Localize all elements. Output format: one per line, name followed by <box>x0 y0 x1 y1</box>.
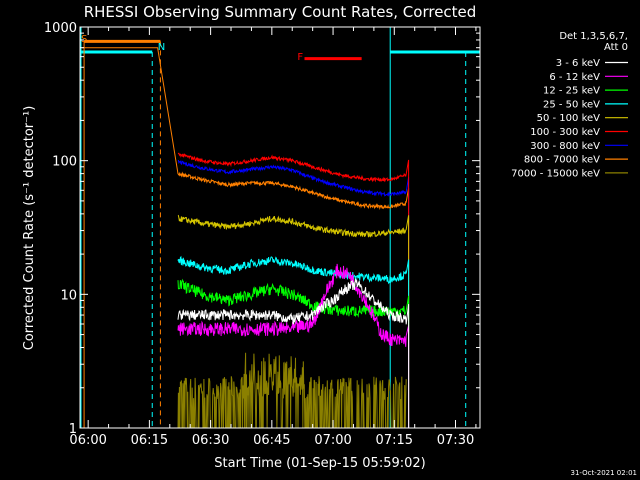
legend-entry-label: 300 - 800 keV <box>530 141 600 152</box>
legend: Det 1,3,5,6,7,Att 0 3 - 6 keV 6 - 12 keV 12… <box>511 31 628 179</box>
x-tick-label: 07:30 <box>437 433 474 448</box>
legend-entry-label: 7000 - 15000 keV <box>511 168 600 179</box>
legend-entry-label: 6 - 12 keV <box>549 72 600 83</box>
legend-entry-label: 25 - 50 keV <box>543 99 600 110</box>
chart-title: RHESSI Observing Summary Count Rates, Co… <box>84 3 477 21</box>
annotation-s: S <box>81 34 87 45</box>
y-tick-label: 1000 <box>44 21 77 36</box>
x-tick-label: 06:45 <box>253 433 290 448</box>
plot-area: S N F 06:00 06:15 06:30 06:45 07:00 07:15 07:30 1 1… <box>44 21 480 448</box>
y-tick-label: 1 <box>69 422 77 437</box>
legend-header: Att 0 <box>604 42 628 53</box>
legend-entry-label: 100 - 300 keV <box>530 127 600 138</box>
legend-entry-label: 12 - 25 keV <box>543 86 600 97</box>
annotation-n: N <box>158 42 165 53</box>
legend-entry-label: 3 - 6 keV <box>556 58 600 69</box>
x-tick-label: 06:30 <box>192 433 229 448</box>
x-tick-label: 06:00 <box>69 433 106 448</box>
plot-frame <box>79 26 481 429</box>
series-25-50-kev-trace <box>177 255 410 428</box>
x-tick-label: 07:15 <box>376 433 413 448</box>
legend-header: Det 1,3,5,6,7, <box>559 31 628 42</box>
legend-entry-label: 50 - 100 keV <box>537 113 601 124</box>
series-50-100-kev-trace <box>177 214 410 428</box>
y-tick-label: 100 <box>52 155 77 170</box>
y-tick-label: 10 <box>60 288 77 303</box>
series-300-800-kev-trace <box>177 159 410 428</box>
series-3-6-kev-trace <box>177 277 410 428</box>
legend-entry-label: 800 - 7000 keV <box>524 155 600 166</box>
footer-timestamp: 31-Oct-2021 02:01 <box>571 469 637 477</box>
x-tick-label: 07:00 <box>314 433 351 448</box>
x-tick-label: 06:15 <box>131 433 168 448</box>
series-800-7000-kev-trace <box>82 47 410 428</box>
y-axis-label: Corrected Count Rate (s⁻¹ detector⁻¹) <box>22 106 37 351</box>
series-100-300-kev-trace <box>177 152 410 428</box>
series-12-25-kev-trace <box>177 278 410 428</box>
annotation-f: F <box>297 52 303 63</box>
x-axis-label: Start Time (01-Sep-15 05:59:02) <box>214 456 425 471</box>
